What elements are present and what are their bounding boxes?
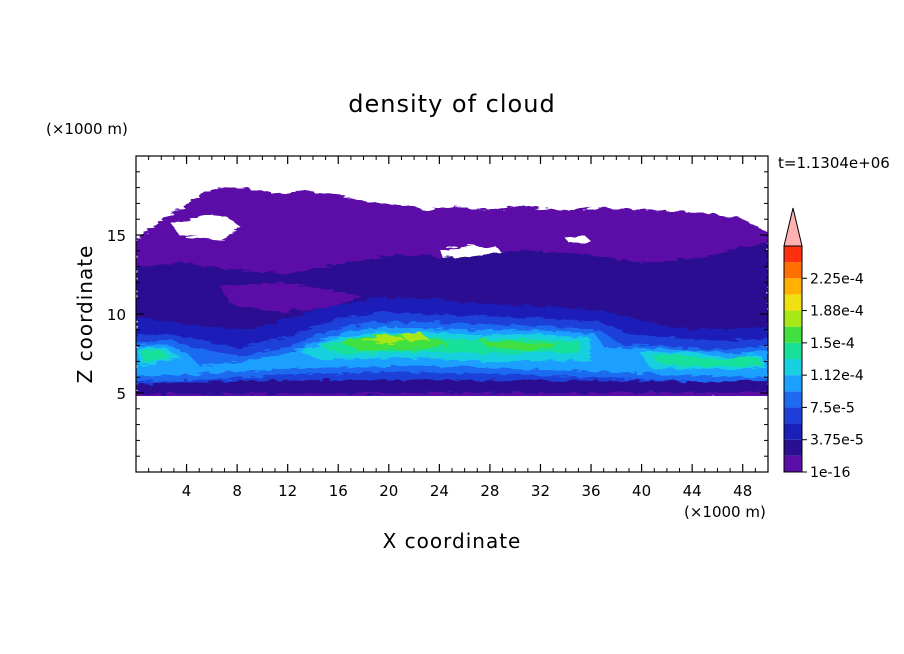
clear-air-region [136,396,768,472]
x-tick-label: 4 [182,482,192,500]
x-axis: 4 8 12 16 20 24 28 32 36 40 44 48 [148,156,756,500]
colorbar-extend-arrow [783,207,803,247]
time-label: t=1.1304e+06 [778,154,890,172]
colorbar-band [784,375,802,392]
y-tick-label: 15 [107,227,126,245]
y-tick-label: 10 [107,306,126,324]
x-tick-label: 44 [683,482,702,500]
contour-middle-layer [220,282,360,312]
x-tick-label: 40 [632,482,651,500]
x-tick-label: 36 [581,482,600,500]
x-tick-label: 12 [278,482,297,500]
colorbar-label: 1e-16 [810,465,850,481]
colorbar-band [784,262,802,279]
colorbar-band [784,310,802,327]
colorbar-label: 3.75e-5 [810,433,864,449]
colorbar-band [784,455,802,472]
colorbar-label: 1.12e-4 [810,368,864,384]
x-tick-label: 24 [430,482,449,500]
x-tick-label: 32 [531,482,550,500]
colorbar-band [784,359,802,376]
colorbar-label: 1.5e-4 [810,336,855,352]
x-tick-label: 8 [232,482,242,500]
chart-title: density of cloud [348,90,555,118]
x-tick-label: 16 [329,482,348,500]
colorbar-label: 2.25e-4 [810,271,864,287]
colorbar-band [784,246,802,263]
colorbar: 1e-16 3.75e-5 7.5e-5 1.12e-4 1.5e-4 1.88e-4 2.… [783,207,864,481]
colorbar-band [784,391,802,408]
y-axis: 5 10 15 [107,171,768,457]
y-unit-label: (×1000 m) [46,120,128,138]
contour-lower-layer [360,332,430,344]
contour-field [136,186,768,472]
y-axis-label: Z coordinate [73,245,97,384]
colorbar-band [784,439,802,456]
x-tick-label: 48 [733,482,752,500]
contour-gap [565,236,592,244]
colorbar-band [784,407,802,424]
contour-bottom-band [136,380,768,394]
colorbar-band [784,294,802,311]
contour-lower-layer [140,336,762,366]
x-tick-label: 20 [379,482,398,500]
colorbar-label: 1.88e-4 [810,304,864,320]
colorbar-frame [783,245,803,473]
colorbar-band [784,423,802,440]
x-axis-label: X coordinate [383,529,522,553]
colorbar-label: 7.5e-5 [810,400,855,416]
contour-gap [170,214,240,240]
colorbar-band [784,326,802,343]
x-tick-label: 28 [480,482,499,500]
colorbar-band [784,342,802,359]
x-unit-label: (×1000 m) [684,503,766,521]
colorbar-band [784,278,802,295]
y-tick-label: 5 [116,385,126,403]
